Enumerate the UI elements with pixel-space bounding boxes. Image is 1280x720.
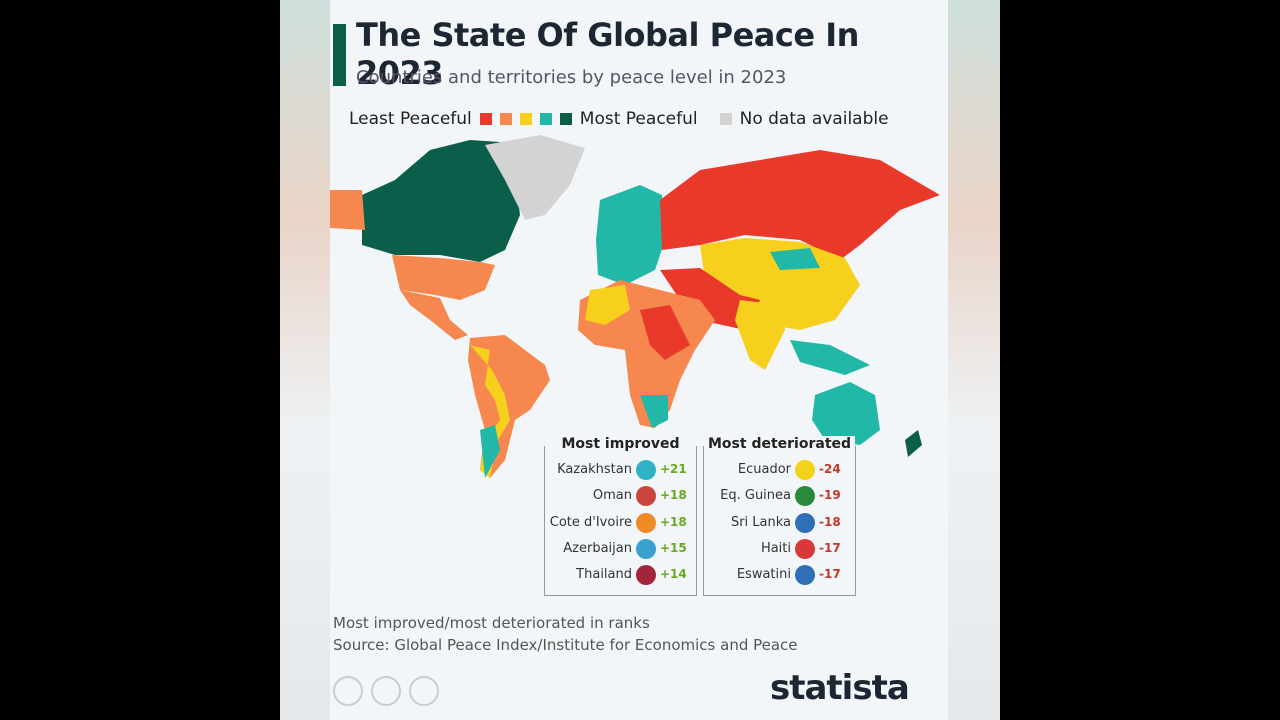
infographic: The State Of Global Peace In 2023 Countr… — [330, 0, 948, 720]
flag — [795, 565, 815, 586]
title: The State Of Global Peace In 2023 — [356, 16, 859, 92]
australia — [812, 382, 880, 445]
by-icon — [371, 676, 401, 706]
country: Oman — [592, 488, 632, 504]
rank-change: -18 — [819, 514, 841, 529]
country: Azerbaijan — [563, 540, 632, 556]
country: Thailand — [576, 567, 632, 583]
legend-no-data: No data available — [739, 109, 889, 129]
north-africa — [585, 285, 630, 325]
flag — [795, 512, 815, 533]
southern-africa — [640, 395, 668, 428]
country: Eq. Guinea — [720, 488, 791, 504]
rank-change: +21 — [660, 462, 687, 476]
rank-change: -17 — [819, 540, 841, 555]
canada — [362, 140, 520, 262]
chile-arg — [480, 425, 500, 478]
flag — [795, 486, 815, 507]
rank-change: +18 — [660, 514, 687, 529]
source: Source: Global Peace Index/Institute for… — [333, 636, 798, 654]
alaska — [330, 190, 365, 230]
india — [735, 300, 785, 370]
mongolia — [770, 248, 820, 270]
table-row: Kazakhstan +21 — [545, 460, 696, 480]
flag — [636, 538, 656, 559]
footnote: Most improved/most deteriorated in ranks — [333, 614, 650, 632]
flag — [636, 486, 656, 507]
table-row: Thailand +14 — [545, 565, 696, 586]
blur-right — [948, 0, 1000, 720]
europe — [596, 185, 665, 285]
country: Haiti — [760, 540, 791, 556]
brand: statista — [770, 668, 910, 708]
legend-most: Most Peaceful — [579, 109, 698, 129]
rank-change: -17 — [819, 567, 841, 582]
world-map — [330, 135, 940, 478]
table-row: Sri Lanka -18 — [704, 512, 855, 533]
blur-left — [280, 0, 330, 720]
swatch — [719, 113, 732, 125]
new-zealand — [905, 430, 922, 457]
swatch — [519, 113, 532, 125]
accent-bar — [333, 24, 346, 86]
rank-change: +14 — [660, 567, 687, 582]
rank-change: -19 — [819, 488, 841, 503]
table-title: Most improved — [557, 436, 684, 452]
flag — [636, 565, 656, 586]
table-row: Haiti -17 — [704, 538, 855, 559]
country: Eswatini — [736, 567, 791, 583]
country: Cote d'Ivoire — [549, 514, 632, 530]
country: Sri Lanka — [730, 514, 791, 530]
rank-change: -24 — [819, 462, 841, 476]
subtitle: Countries and territories by peace level… — [356, 67, 787, 88]
table-row: Eswatini -17 — [704, 565, 855, 586]
deteriorated-table: Most deteriorated Ecuador -24 Eq. Guinea -19… — [703, 436, 856, 596]
table-row: Ecuador -24 — [704, 460, 855, 480]
country: Kazakhstan — [557, 462, 632, 477]
flag — [636, 460, 656, 480]
mexico — [400, 290, 468, 340]
flag — [636, 512, 656, 533]
legend-least: Least Peaceful — [349, 109, 472, 129]
rank-change: +15 — [660, 540, 687, 555]
table-row: Azerbaijan +15 — [545, 538, 696, 559]
swatch — [479, 113, 492, 125]
southeast-asia — [790, 340, 870, 375]
table-row: Oman +18 — [545, 486, 696, 507]
usa — [392, 255, 495, 300]
flag — [795, 538, 815, 559]
swatch — [539, 113, 552, 125]
nd-icon — [409, 676, 439, 706]
improved-table: Most improved Kazakhstan +21 Oman +18 Cote d'… — [544, 436, 697, 596]
table-row: Cote d'Ivoire +18 — [545, 512, 696, 533]
legend: Least Peaceful Most Peaceful No data ava… — [349, 109, 889, 129]
middle-east — [660, 268, 760, 330]
russia — [660, 150, 940, 260]
flag — [795, 460, 815, 480]
swatch — [499, 113, 512, 125]
rank-change: +18 — [660, 488, 687, 503]
china-central-asia — [700, 238, 860, 330]
country: Ecuador — [737, 462, 791, 477]
greenland — [485, 135, 585, 220]
table-title: Most deteriorated — [704, 436, 856, 452]
swatch — [559, 113, 572, 125]
central-africa — [640, 305, 690, 360]
cc-icon — [333, 676, 363, 706]
table-row: Eq. Guinea -19 — [704, 486, 855, 507]
